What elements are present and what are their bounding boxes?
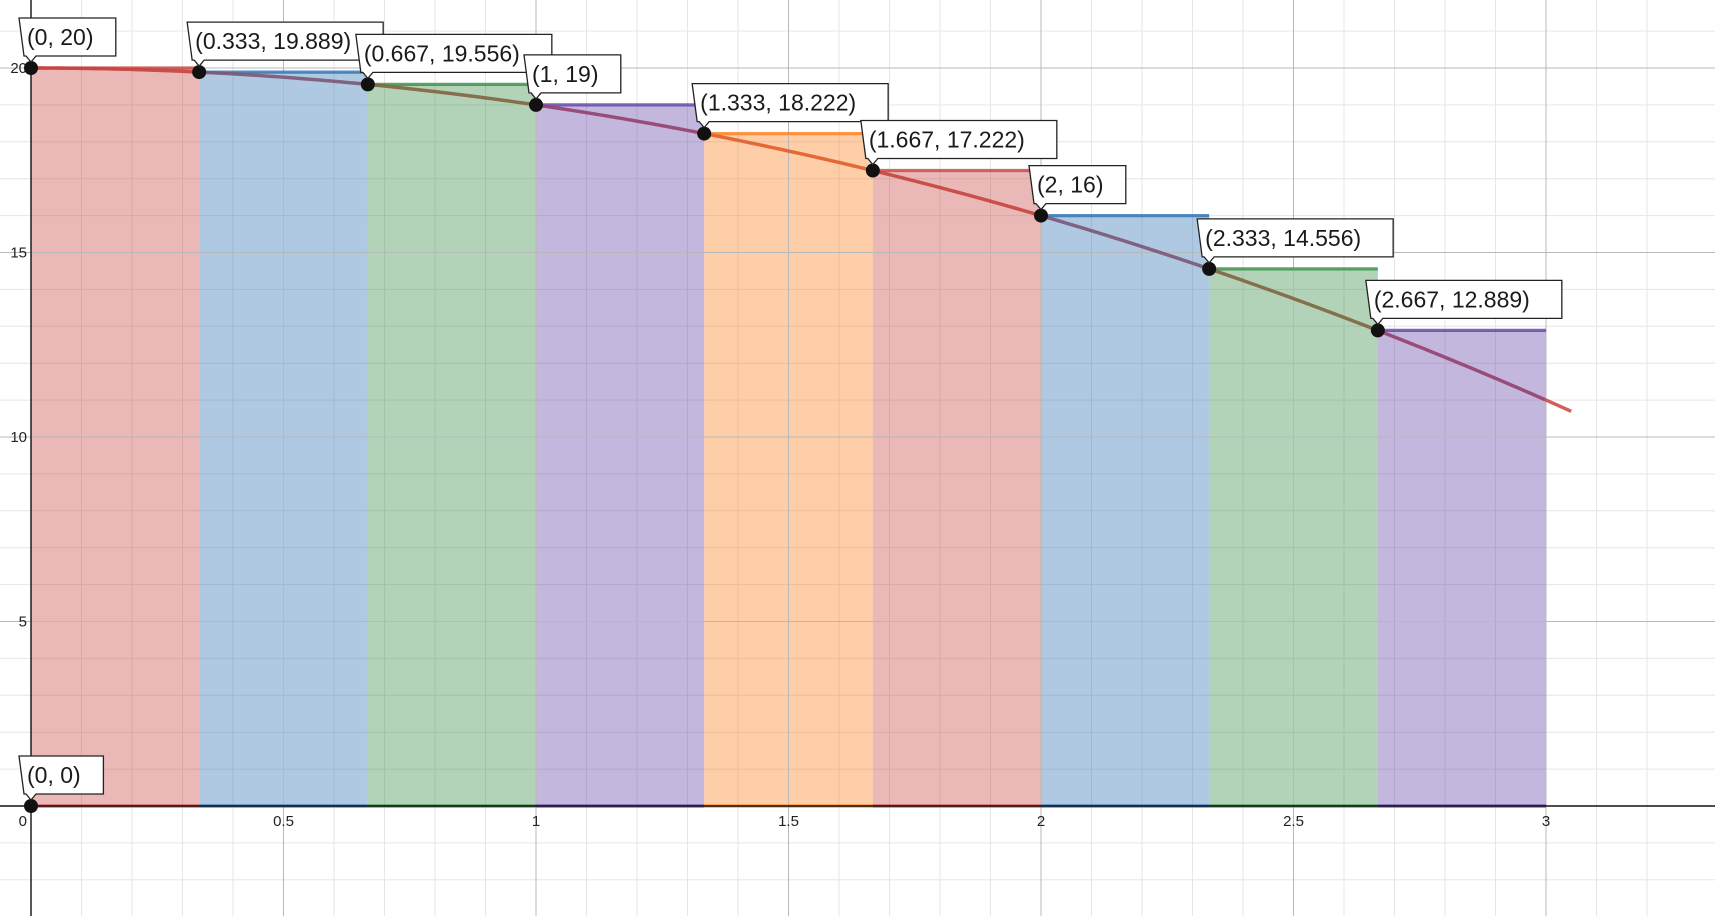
riemann-rectangle-4 bbox=[536, 104, 705, 806]
riemann-rectangle-7 bbox=[1041, 215, 1210, 807]
point-marker-group[interactable]: (1.333, 18.222) bbox=[691, 82, 889, 141]
point-label-text: (2, 16) bbox=[1037, 172, 1103, 198]
function-curve-layer bbox=[31, 66, 1572, 413]
point-marker-group[interactable]: (1, 19) bbox=[523, 54, 622, 112]
riemann-rectangle-9 bbox=[1377, 330, 1546, 806]
tick-labels: 0 0.5 1 1.5 2 2.5 3 5 10 15 20 bbox=[10, 60, 1550, 830]
x-tick-label: 3 bbox=[1542, 813, 1550, 830]
point-dot[interactable] bbox=[24, 61, 38, 75]
point-label-box bbox=[523, 54, 622, 100]
rectangle-top-edges bbox=[31, 66, 1546, 332]
curve-segment-4 bbox=[535, 103, 703, 135]
curve-segment-9 bbox=[1377, 328, 1546, 401]
point-dot[interactable] bbox=[529, 97, 543, 112]
point-dot[interactable] bbox=[1370, 323, 1385, 338]
y-tick-label: 15 bbox=[10, 245, 27, 262]
x-tick-label: 2 bbox=[1037, 813, 1045, 830]
point-dot[interactable] bbox=[360, 77, 375, 92]
y-tick-label: 10 bbox=[10, 429, 27, 446]
curve-segment-8 bbox=[1208, 267, 1377, 332]
x-tick-label: 0.5 bbox=[273, 813, 294, 830]
point-label-text: (0, 20) bbox=[27, 24, 93, 50]
function-curve bbox=[31, 66, 1572, 413]
point-dot[interactable] bbox=[1202, 261, 1217, 276]
point-label-text: (2.333, 14.556) bbox=[1205, 225, 1361, 251]
point-label-box bbox=[18, 17, 117, 64]
point-label-text: (2.667, 12.889) bbox=[1374, 286, 1530, 312]
point-marker-group[interactable]: (0.667, 19.556) bbox=[355, 33, 553, 92]
curve-segment-6 bbox=[872, 168, 1040, 217]
x-tick-label: 0 bbox=[19, 813, 27, 830]
point-dot[interactable] bbox=[697, 126, 712, 141]
point-dot[interactable] bbox=[1034, 208, 1048, 223]
point-label-box bbox=[186, 21, 384, 68]
x-tick-label: 2.5 bbox=[1283, 813, 1304, 830]
point-label-text: (1.667, 17.222) bbox=[869, 127, 1025, 153]
point-label-box bbox=[1196, 218, 1394, 264]
curve-segment-2 bbox=[199, 70, 366, 86]
point-marker-group[interactable]: (2.667, 12.889) bbox=[1365, 279, 1563, 338]
curve-segment-7 bbox=[1040, 213, 1209, 270]
point-dot[interactable] bbox=[865, 163, 880, 178]
curve-segment-3 bbox=[367, 82, 535, 107]
point-label-box bbox=[1028, 164, 1127, 211]
x-tick-label: 1.5 bbox=[778, 813, 799, 830]
curve-segment-1 bbox=[31, 66, 198, 74]
point-label-box bbox=[691, 82, 889, 129]
point-marker-group[interactable]: (0, 0) bbox=[18, 755, 105, 813]
y-tick-label: 20 bbox=[10, 60, 27, 77]
point-label-box bbox=[860, 119, 1058, 166]
point-label-box bbox=[18, 755, 105, 802]
point-label-text: (0, 0) bbox=[27, 762, 81, 788]
point-label-text: (0.667, 19.556) bbox=[364, 40, 520, 66]
point-marker-group[interactable]: (1.667, 17.222) bbox=[860, 119, 1058, 178]
labeled-points[interactable]: (0, 0) (0, 20) (0.333, 19.889) (0.667, 19.5… bbox=[18, 17, 1563, 813]
y-tick-label: 5 bbox=[19, 614, 27, 631]
x-tick-label: 1 bbox=[532, 813, 540, 830]
point-dot[interactable] bbox=[24, 799, 38, 813]
point-label-text: (0.333, 19.889) bbox=[195, 28, 351, 54]
point-label-text: (1, 19) bbox=[532, 61, 598, 87]
point-marker-group[interactable]: (2.333, 14.556) bbox=[1196, 218, 1394, 276]
point-label-text: (1.333, 18.222) bbox=[700, 90, 856, 116]
point-marker-group[interactable]: (0.333, 19.889) bbox=[186, 21, 384, 80]
point-label-box bbox=[1365, 279, 1563, 326]
point-marker-group[interactable]: (0, 20) bbox=[18, 17, 117, 75]
point-label-box bbox=[355, 33, 553, 80]
curve-segment-5 bbox=[703, 131, 872, 172]
point-dot[interactable] bbox=[192, 65, 207, 80]
riemann-rectangle-6 bbox=[872, 170, 1041, 807]
riemann-rectangle-3 bbox=[367, 84, 536, 806]
point-marker-group[interactable]: (2, 16) bbox=[1028, 164, 1127, 223]
